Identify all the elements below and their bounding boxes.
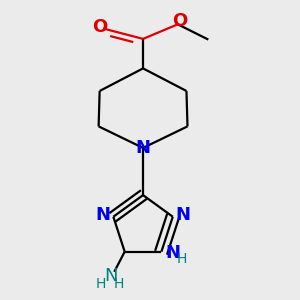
Text: H: H xyxy=(95,277,106,291)
Text: H: H xyxy=(113,277,124,291)
Text: H: H xyxy=(177,252,188,266)
Text: N: N xyxy=(136,139,151,157)
Text: N: N xyxy=(176,206,191,224)
Text: N: N xyxy=(104,267,118,285)
Text: N: N xyxy=(165,244,180,262)
Text: O: O xyxy=(172,12,188,30)
Text: N: N xyxy=(95,206,110,224)
Text: O: O xyxy=(92,18,107,36)
